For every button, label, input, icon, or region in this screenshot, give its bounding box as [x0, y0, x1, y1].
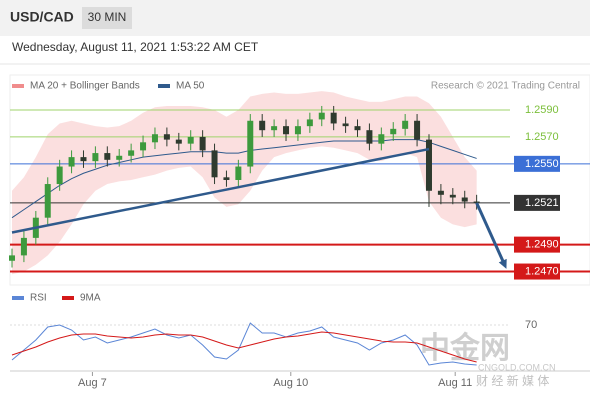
candle-body: [56, 166, 63, 185]
level-label: 1.2550: [525, 158, 559, 170]
interval-box[interactable]: [82, 7, 132, 29]
level-label: 1.2490: [525, 239, 559, 251]
trendline: [11, 147, 430, 234]
candle-body: [366, 130, 373, 144]
arrow-head: [498, 258, 507, 269]
legend-label: RSI: [30, 293, 47, 304]
level-box: [514, 263, 560, 280]
x-tick-label: Aug 11: [438, 377, 472, 389]
candle-body: [461, 197, 468, 202]
legend-label: MA 50: [176, 81, 205, 92]
candle-body: [330, 112, 337, 124]
candle-body: [116, 155, 123, 160]
candle-body: [92, 153, 99, 162]
bollinger-band: [12, 91, 477, 275]
ma-line: [11, 139, 477, 219]
candle-body: [259, 120, 266, 131]
candle-body: [104, 153, 111, 160]
legend-swatch: [12, 84, 24, 88]
indicator-line: [11, 331, 477, 363]
candle-body: [449, 194, 456, 198]
level-label: 1.2521: [525, 197, 559, 209]
forecast-arrow: [475, 202, 506, 264]
candle-body: [199, 136, 206, 151]
candle-body: [9, 255, 15, 261]
symbol: USD/CAD: [10, 9, 74, 25]
x-tick-label: Aug 7: [78, 377, 107, 389]
candle-body: [390, 128, 397, 135]
level-box: [514, 155, 560, 172]
candle-body: [306, 119, 313, 127]
candle-body: [211, 150, 218, 178]
candle-body: [378, 134, 385, 144]
candle-body: [68, 157, 75, 167]
candle-body: [20, 237, 27, 256]
level-label: 1.2570: [525, 131, 559, 143]
level-label: 1.2470: [525, 265, 559, 277]
candle-body: [151, 134, 158, 143]
y-tick-label: 70: [525, 319, 537, 331]
legend-label: 9MA: [80, 293, 101, 304]
candle-body: [354, 126, 361, 131]
timestamp: Wednesday, August 11, 2021 1:53:22 AM CE…: [12, 40, 259, 54]
candle-body: [271, 126, 278, 131]
candle-body: [223, 177, 230, 180]
candle-body: [187, 136, 194, 144]
candle-body: [294, 126, 301, 135]
candle-body: [140, 142, 147, 151]
candle-body: [473, 201, 480, 203]
candle-body: [425, 139, 432, 191]
candle-body: [402, 120, 409, 129]
level-box: [514, 236, 560, 253]
candle-body: [80, 157, 87, 162]
candle-body: [318, 112, 325, 120]
interval[interactable]: 30 MIN: [88, 10, 127, 24]
watermark-tagline: 财 经 新 媒 体: [476, 373, 549, 388]
candle-body: [414, 120, 421, 140]
watermark-site: CNGOLD.COM.CN: [478, 362, 556, 372]
indicator-line: [11, 322, 477, 366]
legend-swatch: [12, 296, 24, 300]
watermark-brand: 中金网: [420, 331, 510, 365]
candle-body: [342, 123, 349, 127]
legend-swatch: [62, 296, 74, 300]
level-box: [514, 194, 560, 211]
candle-body: [175, 139, 182, 144]
candle-body: [128, 150, 135, 156]
level-label: 1.2590: [525, 104, 559, 116]
candle-body: [283, 126, 290, 135]
candle-body: [247, 120, 254, 167]
candle-body: [235, 166, 242, 180]
x-tick-label: Aug 10: [273, 377, 308, 389]
candle-body: [163, 134, 170, 140]
credit: Research © 2021 Trading Central: [431, 81, 580, 92]
legend-swatch: [158, 84, 170, 88]
legend-label: MA 20 + Bollinger Bands: [30, 81, 140, 92]
candle-body: [437, 190, 444, 195]
plot-frame: [9, 74, 590, 286]
candle-body: [44, 184, 51, 218]
